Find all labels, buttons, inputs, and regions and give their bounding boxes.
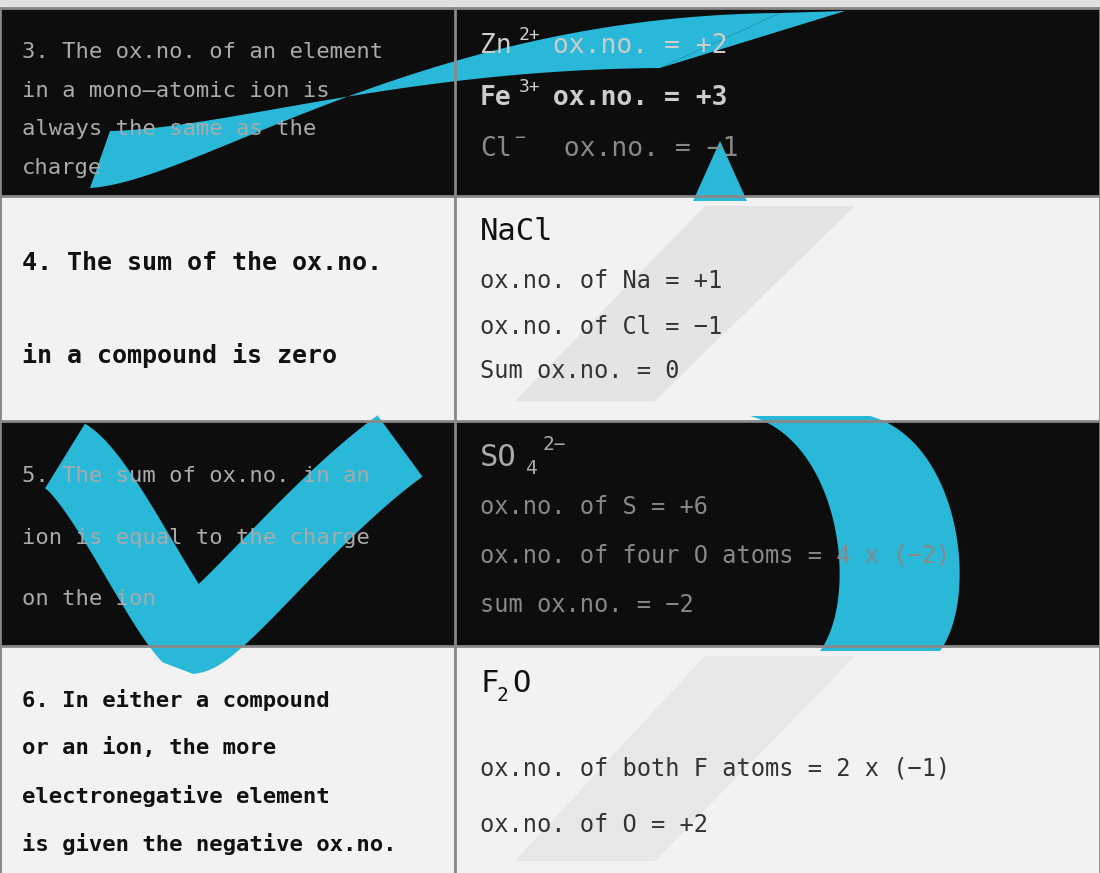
Polygon shape	[693, 141, 747, 201]
Text: sum ox.no. = −2: sum ox.no. = −2	[480, 594, 694, 617]
Text: ion is equal to the charge: ion is equal to the charge	[22, 528, 370, 548]
Text: 2−: 2−	[542, 436, 565, 455]
Text: 3. The ox.no. of an element: 3. The ox.no. of an element	[22, 42, 383, 62]
Bar	[455, 646, 1100, 873]
Text: NaCl: NaCl	[480, 217, 553, 246]
Text: 4. The sum of the ox.no.: 4. The sum of the ox.no.	[22, 251, 382, 275]
Polygon shape	[515, 206, 855, 401]
Polygon shape	[515, 656, 855, 861]
Polygon shape	[90, 13, 780, 188]
Text: is given the negative ox.no.: is given the negative ox.no.	[22, 833, 396, 856]
Text: O: O	[512, 669, 530, 698]
Bar	[455, 8, 1100, 196]
Polygon shape	[45, 416, 422, 674]
Text: or an ion, the more: or an ion, the more	[22, 737, 276, 758]
Text: ox.no. of both F atoms = 2 x (−1): ox.no. of both F atoms = 2 x (−1)	[480, 756, 950, 780]
Text: 3+: 3+	[519, 79, 541, 96]
Text: −: −	[514, 129, 525, 147]
Bar	[0, 196, 455, 421]
Text: Sum ox.no. = 0: Sum ox.no. = 0	[480, 360, 680, 383]
Text: in a mono–atomic ion is: in a mono–atomic ion is	[22, 80, 330, 100]
Text: Cl: Cl	[480, 136, 512, 162]
Text: charge: charge	[22, 158, 102, 178]
Text: SO: SO	[480, 443, 517, 471]
Text: always the same as the: always the same as the	[22, 120, 317, 139]
Text: 2: 2	[496, 686, 508, 705]
Text: ox.no. of Cl = −1: ox.no. of Cl = −1	[480, 314, 723, 339]
Bar	[0, 0, 1100, 8]
Bar	[0, 421, 455, 646]
Text: ox.no. = +3: ox.no. = +3	[537, 86, 727, 111]
Text: on the ion: on the ion	[22, 589, 156, 609]
Bar	[455, 421, 1100, 646]
Text: in a compound is zero: in a compound is zero	[22, 343, 337, 368]
Text: electronegative element: electronegative element	[22, 785, 330, 807]
Text: F: F	[480, 669, 498, 698]
Text: ox.no. = −1: ox.no. = −1	[532, 136, 738, 162]
Text: ox.no. of S = +6: ox.no. of S = +6	[480, 494, 708, 519]
Text: ox.no. = +2: ox.no. = +2	[537, 32, 727, 58]
Bar	[0, 646, 455, 873]
Text: 5. The sum of ox.no. in an: 5. The sum of ox.no. in an	[22, 466, 370, 486]
Text: ox.no. of Na = +1: ox.no. of Na = +1	[480, 270, 723, 293]
Text: ox.no. of four O atoms = 4 x (−2): ox.no. of four O atoms = 4 x (−2)	[480, 544, 950, 568]
Polygon shape	[750, 416, 959, 651]
Bar	[0, 8, 455, 196]
Polygon shape	[660, 11, 845, 68]
Text: Zn: Zn	[480, 32, 512, 58]
Text: 4: 4	[526, 459, 538, 478]
Text: 6. In either a compound: 6. In either a compound	[22, 689, 330, 711]
Text: 2+: 2+	[519, 25, 541, 44]
Text: Fe: Fe	[480, 86, 512, 111]
Bar	[455, 196, 1100, 421]
Text: ox.no. of O = +2: ox.no. of O = +2	[480, 813, 708, 836]
